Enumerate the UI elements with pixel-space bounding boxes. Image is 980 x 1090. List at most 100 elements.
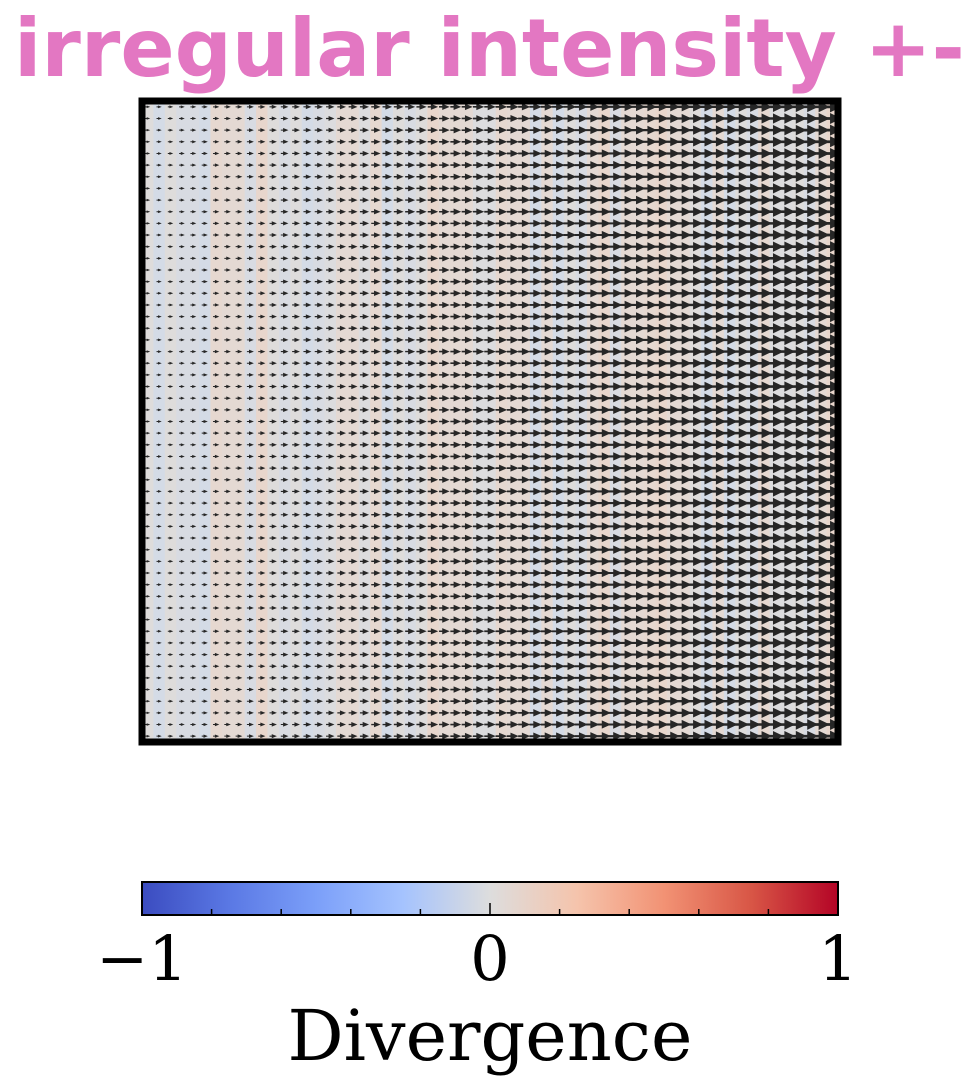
quiver-arrow <box>393 430 404 436</box>
quiver-arrow <box>676 172 692 182</box>
quiver-arrow <box>213 734 220 738</box>
quiver-arrow <box>472 336 485 344</box>
quiver-arrow <box>789 346 807 357</box>
quiver-arrow <box>416 115 427 122</box>
quiver-arrow <box>179 653 185 657</box>
quiver-arrow <box>710 335 727 345</box>
quiver-arrow <box>246 734 254 739</box>
quiver-arrow <box>823 707 838 719</box>
quiver-arrow <box>269 594 277 599</box>
quiver-arrow <box>156 128 162 132</box>
quiver-arrow <box>484 278 496 286</box>
quiver-arrow <box>552 627 565 636</box>
quiver-arrow <box>563 487 577 496</box>
quiver-arrow <box>823 649 838 661</box>
quiver-arrow <box>732 568 750 578</box>
quiver-arrow <box>303 442 312 448</box>
quiver-arrow <box>292 384 300 389</box>
quiver-arrow <box>439 523 450 530</box>
quiver-arrow <box>676 113 692 124</box>
quiver-arrow <box>484 138 496 146</box>
quiver-arrow <box>167 606 174 610</box>
quiver-arrow <box>348 733 358 739</box>
quiver-arrow <box>540 709 554 717</box>
quiver-arrow <box>326 652 335 658</box>
quiver-arrow <box>213 256 220 261</box>
quiver-arrow <box>574 312 588 321</box>
quiver-arrow <box>732 113 750 124</box>
quiver-arrow <box>710 370 727 380</box>
quiver-arrow <box>518 149 531 158</box>
quiver-arrow <box>484 336 496 344</box>
quiver-arrow <box>698 638 715 648</box>
quiver-arrow <box>326 104 335 110</box>
quiver-arrow <box>292 361 300 366</box>
quiver-arrow <box>574 196 588 205</box>
quiver-arrow <box>506 732 519 740</box>
quiver-arrow <box>789 591 807 602</box>
quiver-arrow <box>608 114 623 123</box>
quiver-arrow <box>382 104 393 110</box>
quiver-arrow <box>359 150 370 157</box>
quiver-arrow <box>156 338 162 342</box>
quiver-arrow <box>326 337 335 343</box>
quiver-arrow <box>732 533 750 543</box>
quiver-arrow <box>698 113 715 124</box>
quiver-arrow <box>393 605 404 611</box>
quiver-arrow <box>766 101 784 112</box>
quiver-arrow <box>665 428 681 438</box>
quiver-arrow <box>416 570 427 576</box>
quiver-arrow <box>472 546 485 554</box>
quiver-arrow <box>597 347 611 356</box>
quiver-arrow <box>518 324 531 332</box>
quiver-arrow <box>439 313 450 320</box>
quiver-arrow <box>755 346 773 357</box>
quiver-arrow <box>619 219 634 228</box>
quiver-arrow <box>619 277 634 286</box>
quiver-arrow <box>450 266 462 274</box>
quiver-arrow <box>755 206 773 217</box>
quiver-arrow <box>258 233 266 238</box>
quiver-arrow <box>721 218 738 229</box>
quiver-arrow <box>179 466 185 470</box>
quiver-arrow <box>246 571 254 575</box>
quiver-arrow <box>687 148 704 159</box>
quiver-arrow <box>665 615 681 625</box>
quiver-arrow <box>800 707 819 719</box>
quiver-arrow <box>167 291 174 295</box>
quiver-arrow <box>371 663 381 669</box>
quiver-arrow <box>201 548 208 552</box>
quiver-arrow <box>800 322 819 334</box>
quiver-arrow <box>755 672 773 683</box>
quiver-arrow <box>484 721 496 728</box>
quiver-arrow <box>789 486 807 497</box>
quiver-arrow <box>393 640 404 646</box>
quiver-arrow <box>687 731 704 741</box>
quiver-arrow <box>359 593 370 599</box>
quiver-arrow <box>359 267 370 273</box>
quiver-arrow <box>744 486 761 497</box>
quiver-arrow <box>495 266 508 274</box>
quiver-arrow <box>608 125 623 135</box>
quiver-arrow <box>721 300 738 310</box>
quiver-arrow <box>292 489 300 494</box>
quiver-arrow <box>314 454 323 459</box>
quiver-arrow <box>258 734 266 739</box>
quiver-arrow <box>506 487 519 495</box>
quiver-arrow <box>280 197 289 203</box>
quiver-arrow <box>811 334 830 346</box>
quiver-arrow <box>269 151 277 156</box>
quiver-arrow <box>292 559 300 564</box>
quiver-arrow <box>495 534 508 542</box>
quiver-arrow <box>156 664 162 668</box>
quiver-arrow <box>280 267 289 273</box>
quiver-arrow <box>303 337 312 343</box>
quiver-arrow <box>235 606 243 610</box>
quiver-arrow <box>653 393 669 403</box>
quiver-arrow <box>676 230 692 240</box>
quiver-arrow <box>642 545 658 555</box>
quiver-arrow <box>766 602 784 614</box>
quiver-arrow <box>631 557 646 566</box>
quiver-arrow <box>608 510 623 519</box>
quiver-arrow <box>732 276 750 287</box>
